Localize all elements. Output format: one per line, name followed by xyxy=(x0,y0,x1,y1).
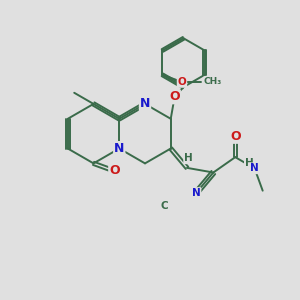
Text: H: H xyxy=(245,158,254,168)
Text: H: H xyxy=(184,153,193,164)
Text: CH₃: CH₃ xyxy=(203,77,222,86)
Text: N: N xyxy=(114,142,124,155)
Text: O: O xyxy=(178,77,186,87)
Text: O: O xyxy=(230,130,241,143)
Text: N: N xyxy=(140,98,150,110)
Text: N: N xyxy=(250,163,259,173)
Text: C: C xyxy=(160,201,168,211)
Text: O: O xyxy=(109,164,120,178)
Text: O: O xyxy=(169,90,180,103)
Text: N: N xyxy=(192,188,200,198)
